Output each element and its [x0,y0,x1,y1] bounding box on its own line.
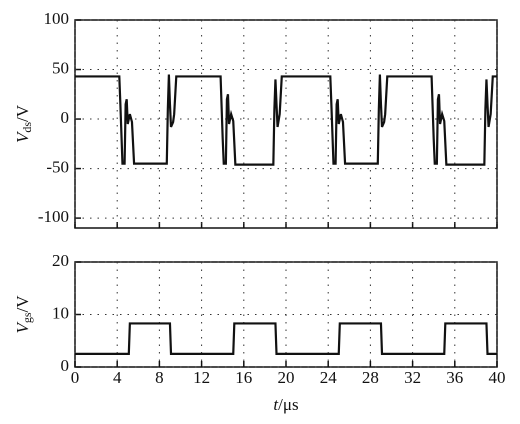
y-tick-label: 50 [52,58,69,77]
x-tick-label: 0 [71,368,80,387]
x-label-unit: /μs [278,395,298,414]
y-label-unit: /V [13,104,32,122]
x-tick-label: 36 [446,368,463,387]
x-axis-label: t/μs [273,395,298,414]
y-label-subscript: gs [20,312,34,323]
y-tick-label: -50 [46,157,69,176]
y-axis-label: Vgs/V [13,295,34,334]
x-tick-label: 16 [235,368,252,387]
y-tick-label: -100 [38,207,69,226]
data-line [75,74,497,166]
x-label-symbol: t [273,395,279,414]
x-tick-label: 8 [155,368,164,387]
x-tick-label: 20 [278,368,295,387]
y-tick-label: 20 [52,251,69,270]
y-axis-label: Vds/V [13,104,34,143]
y-label-symbol: V [13,321,32,334]
x-tick-label: 32 [404,368,421,387]
data-line [75,322,497,355]
x-tick-label: 40 [489,368,506,387]
y-label-symbol: V [13,130,32,143]
y-tick-label: 10 [52,303,69,322]
y-tick-label: 100 [44,9,70,28]
y-label-subscript: ds [20,122,34,133]
y-label-unit: /V [13,295,32,313]
x-tick-label: 24 [320,368,338,387]
x-tick-label: 28 [362,368,379,387]
x-tick-label: 4 [113,368,122,387]
x-tick-label: 12 [193,368,210,387]
y-tick-label: 0 [61,356,70,375]
y-tick-label: 0 [61,108,70,127]
